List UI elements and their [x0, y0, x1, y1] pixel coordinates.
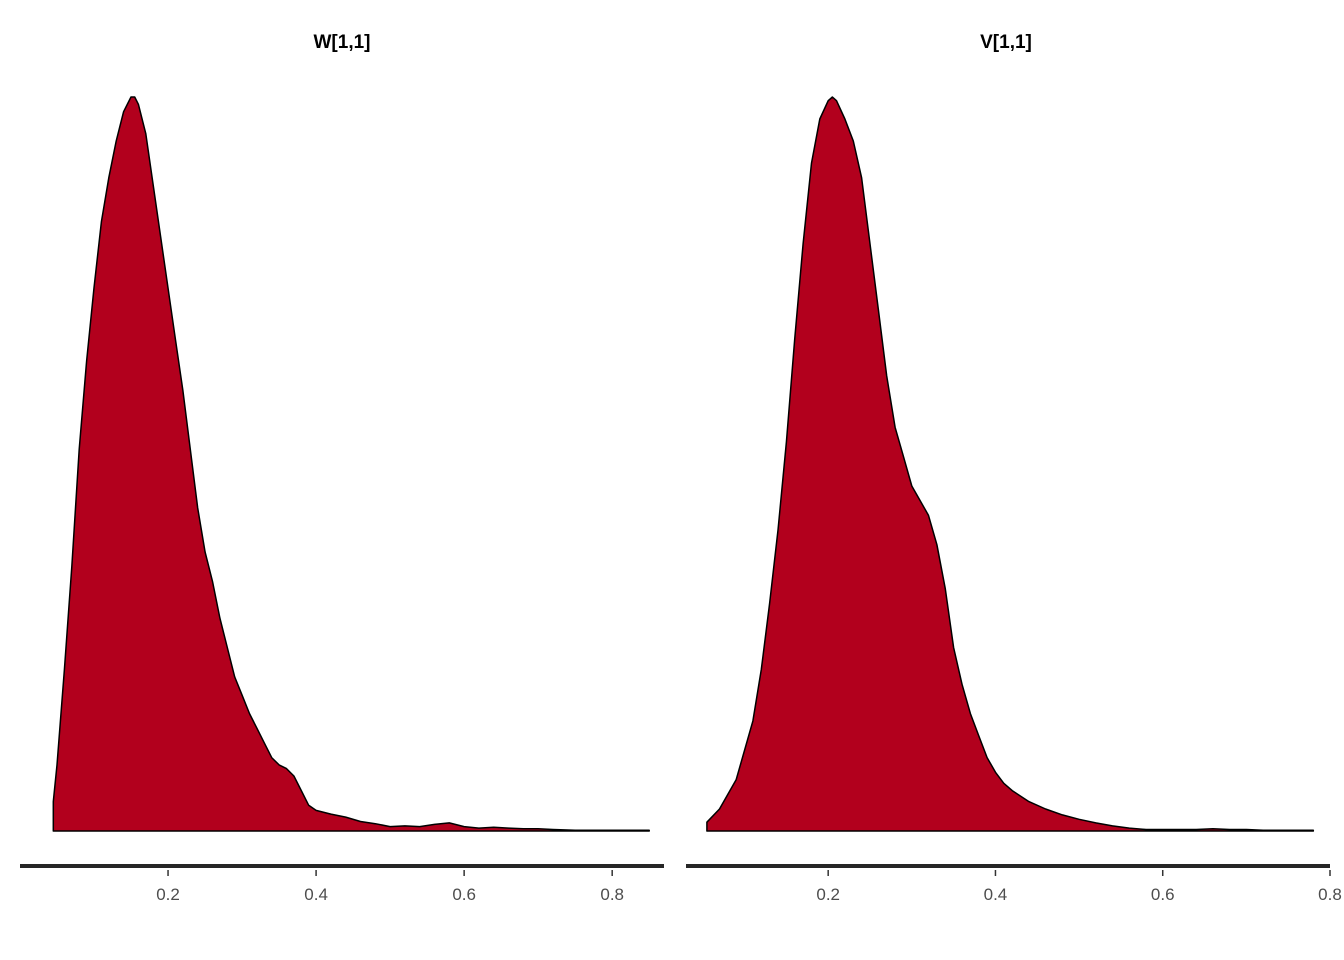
x-tick-label-v11-3: 0.8	[1318, 885, 1342, 904]
x-axis-ticks-w11: 0.2 0.4 0.6 0.8	[156, 870, 624, 904]
x-tick-label-v11-1: 0.4	[984, 885, 1008, 904]
density-area-v11	[706, 96, 1315, 832]
x-tick-label-w11-2: 0.6	[452, 885, 476, 904]
x-axis-ticks-v11: 0.2 0.4 0.6 0.8	[816, 870, 1342, 904]
panel-w11: W[1,1] 0.2 0.4 0.6 0.8	[20, 32, 664, 904]
panel-title-v11: V[1,1]	[980, 32, 1032, 53]
density-area-w11	[52, 96, 650, 832]
x-tick-label-w11-1: 0.4	[304, 885, 328, 904]
panel-title-w11: W[1,1]	[314, 32, 371, 53]
x-tick-label-v11-0: 0.2	[816, 885, 840, 904]
x-tick-label-v11-2: 0.6	[1151, 885, 1175, 904]
x-tick-label-w11-0: 0.2	[156, 885, 180, 904]
panel-v11: V[1,1] 0.2 0.4 0.6 0.8	[686, 32, 1342, 904]
x-tick-label-w11-3: 0.8	[600, 885, 624, 904]
